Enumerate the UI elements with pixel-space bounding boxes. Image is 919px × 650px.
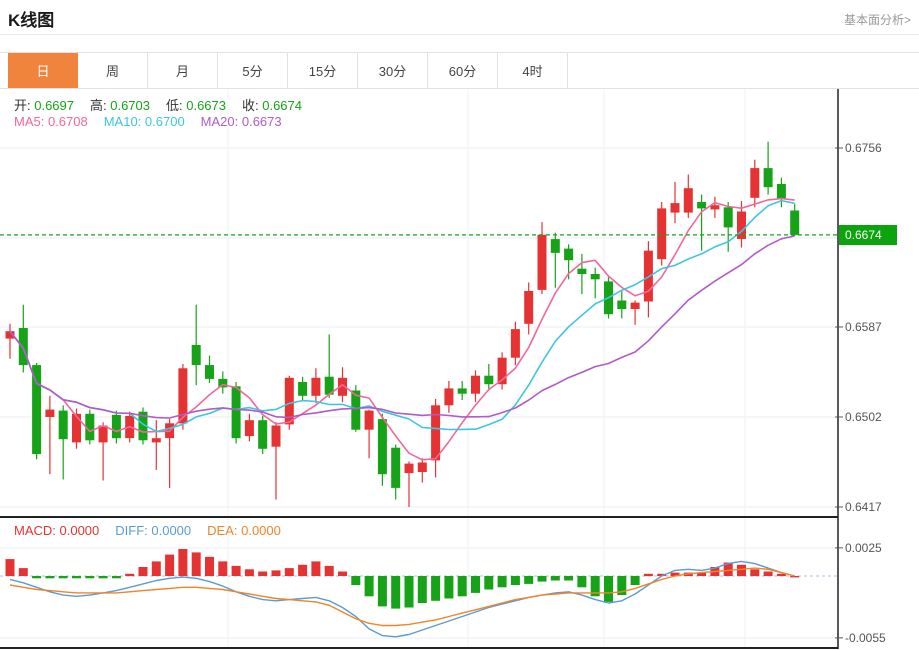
price-axis-label: 0.6756: [845, 141, 882, 155]
price-axis-label: 0.6587: [845, 319, 882, 334]
kline-chart-canvas[interactable]: [0, 89, 919, 650]
price-axis-label: 0.6417: [845, 500, 882, 514]
ohlc-readout: 开: 0.6697 高: 0.6703 低: 0.6673 收: 0.6674: [14, 95, 318, 114]
header-divider: [0, 34, 919, 35]
ma-readout: MA5: 0.6708 MA10: 0.6700 MA20: 0.6673: [14, 114, 298, 129]
ma-readout-ma5: MA5: 0.6708: [14, 114, 88, 129]
current-price-badge: 0.6674: [839, 224, 897, 245]
kline-chart-area[interactable]: 开: 0.6697 高: 0.6703 低: 0.6673 收: 0.6674 MA5:…: [0, 89, 919, 650]
tab-周[interactable]: 周: [78, 53, 148, 88]
ma-readout-ma20: MA20: 0.6673: [200, 114, 282, 129]
tab-日[interactable]: 日: [8, 53, 78, 88]
fundamental-analysis-link[interactable]: 基本面分析>: [843, 13, 911, 27]
interval-tabbar: 日周月 5分 15分 30分 60分 4时: [0, 52, 919, 89]
ohlc-readout-close: 收: 0.6674: [242, 98, 302, 113]
macd-readout-dea: DEA: 0.0000: [207, 523, 281, 538]
tab-60分[interactable]: 60分: [428, 53, 498, 88]
macd-readout-macd: MACD: 0.0000: [14, 523, 100, 538]
tab-5分[interactable]: 5分: [218, 53, 288, 88]
macd-axis-label: 0.0025: [845, 540, 882, 555]
ma-readout-ma10: MA10: 0.6700: [103, 114, 185, 129]
tab-30分[interactable]: 30分: [358, 53, 428, 88]
price-axis-label: 0.6502: [845, 409, 882, 424]
macd-readout-diff: DIFF: 0.0000: [115, 523, 192, 538]
page-title: K线图: [8, 11, 55, 30]
ohlc-readout-open: 开: 0.6697: [14, 98, 74, 113]
ohlc-readout-low: 低: 0.6673: [166, 98, 226, 113]
tab-月[interactable]: 月: [148, 53, 218, 88]
macd-axis-label: -0.0055: [845, 630, 886, 645]
tab-15分[interactable]: 15分: [288, 53, 358, 88]
tab-4时[interactable]: 4时: [498, 53, 568, 88]
ohlc-readout-high: 高: 0.6703: [90, 98, 150, 113]
macd-readout: MACD: 0.0000 DIFF: 0.0000 DEA: 0.0000: [14, 523, 297, 538]
